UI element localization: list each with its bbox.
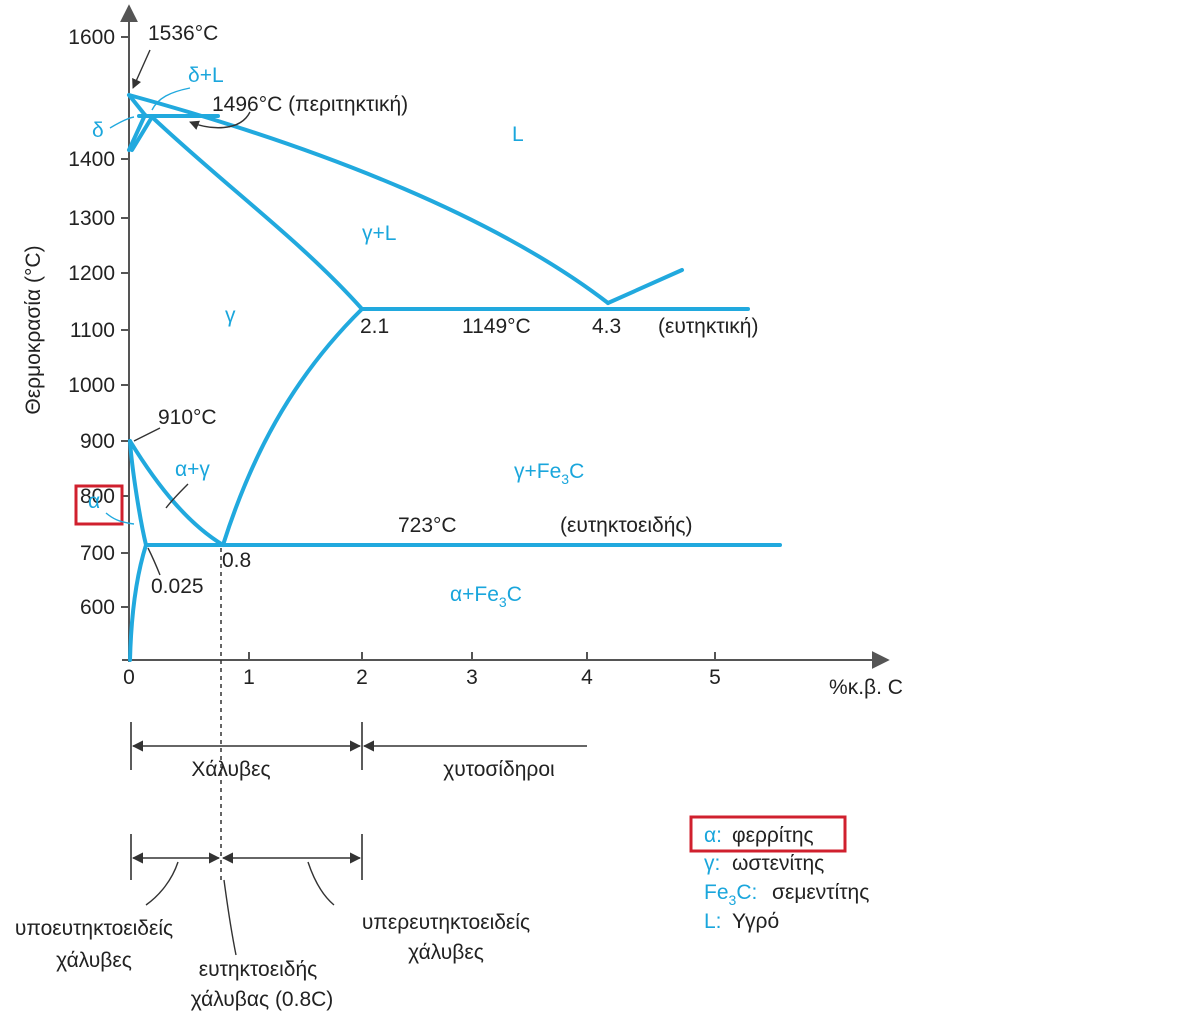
eutectoid-label: (ευτηκτοειδής) [560,514,693,537]
y-tick-1400: 1400 [68,148,115,171]
leader-1496 [189,111,251,130]
phase-liquid: L [512,123,524,146]
a3-line [128,439,225,547]
leader-delta [109,116,135,129]
y-tick-1600: 1600 [68,26,115,49]
label-hypereutectoid-2: χάλυβες [408,941,484,964]
x-tick-labels: 0 1 2 3 4 5 [123,666,721,689]
label-cast-irons: χυτοσίδηροι [443,758,555,781]
legend-alpha-symbol: α: [704,824,722,847]
legend-fe3c-text: σεμεντίτης [772,881,869,904]
x-ticks [248,652,716,660]
leader-910 [133,427,161,442]
solidus-gamma [150,115,364,311]
y-tick-700: 700 [80,542,115,565]
liquidus-right [606,268,684,305]
comp-4-3: 4.3 [592,315,621,338]
legend: α: φερρίτης γ: ωστενίτης Fe3C: σεμεντίτη… [689,815,869,933]
temp-1496: 1496°C (περιτηκτική) [212,93,408,116]
label-steels: Χάλυβες [191,758,270,781]
phase-lines [127,93,782,662]
y-tick-1100: 1100 [70,319,115,342]
x-tick-0: 0 [123,666,135,689]
range-eutectoid-steels [130,834,363,956]
temp-1149: 1149°C [462,315,531,338]
x-tick-2: 2 [356,666,368,689]
legend-gamma-symbol: γ: [704,852,720,875]
phase-delta-l: δ+L [188,64,224,87]
leader-1536 [132,49,151,89]
range-steels-castiron [130,722,587,770]
legend-fe3c-symbol: Fe3C: [704,881,757,908]
liquidus-left [127,93,610,305]
legend-highlight-box [689,815,847,853]
x-tick-1: 1 [243,666,255,689]
y-tick-600: 600 [80,596,115,619]
y-tick-1000: 1000 [68,374,115,397]
alpha-boundary [128,439,148,547]
comp-0-025: 0.025 [151,575,204,598]
x-tick-3: 3 [466,666,478,689]
temp-723: 723°C [398,514,457,537]
legend-alpha-text: φερρίτης [732,824,814,847]
legend-gamma-text: ωστενίτης [732,852,824,875]
phase-alpha-fe3c: α+Fe3C [450,583,522,610]
eutectic-label: (ευτηκτική) [658,315,758,338]
phase-alpha: α [88,490,100,513]
phase-alpha-gamma: α+γ [175,458,210,481]
x-tick-4: 4 [581,666,593,689]
comp-2-1: 2.1 [360,315,389,338]
leader-alpha [105,512,135,525]
alpha-highlight-box [74,484,124,526]
y-tick-900: 900 [80,430,115,453]
phase-gamma: γ [225,304,236,327]
x-tick-5: 5 [709,666,721,689]
leader-0-025 [147,547,161,576]
phase-gamma-fe3c: γ+Fe3C [514,460,584,487]
temp-1536: 1536°C [148,22,218,45]
y-ticks [121,36,129,608]
label-eutectoid-1: ευτηκτοειδής [199,958,318,981]
comp-0-8: 0.8 [222,549,251,572]
phase-delta: δ [92,119,104,142]
label-hypoeutectoid-2: χάλυβες [56,949,132,972]
leader-delta-l [151,87,191,111]
delta-upper [127,93,147,117]
x-axis-label: %κ.β. C [829,676,903,699]
y-tick-1300: 1300 [68,207,115,230]
temp-910: 910°C [158,406,217,429]
y-tick-1200: 1200 [68,262,115,285]
phase-gamma-l: γ+L [362,222,396,245]
leader-alpha-gamma [165,483,189,509]
acm-line [221,307,364,547]
label-hypereutectoid-1: υπερευτηκτοειδείς [362,911,530,934]
y-tick-labels: 600 700 800 900 1000 1100 1200 1300 1400… [68,26,115,619]
peritectic-join [130,115,154,152]
solvus-alpha [128,543,148,662]
label-eutectoid-2: χάλυβας (0.8C) [191,988,334,1011]
delta-lower [127,113,147,152]
legend-liquid-symbol: L: [704,910,722,933]
label-hypoeutectoid-1: υποευτηκτοειδείς [15,917,173,940]
legend-liquid-text: Υγρό [732,910,779,933]
y-axis-label: Θερμοκρασία (°C) [22,245,45,414]
y-tick-800: 800 [80,485,115,508]
